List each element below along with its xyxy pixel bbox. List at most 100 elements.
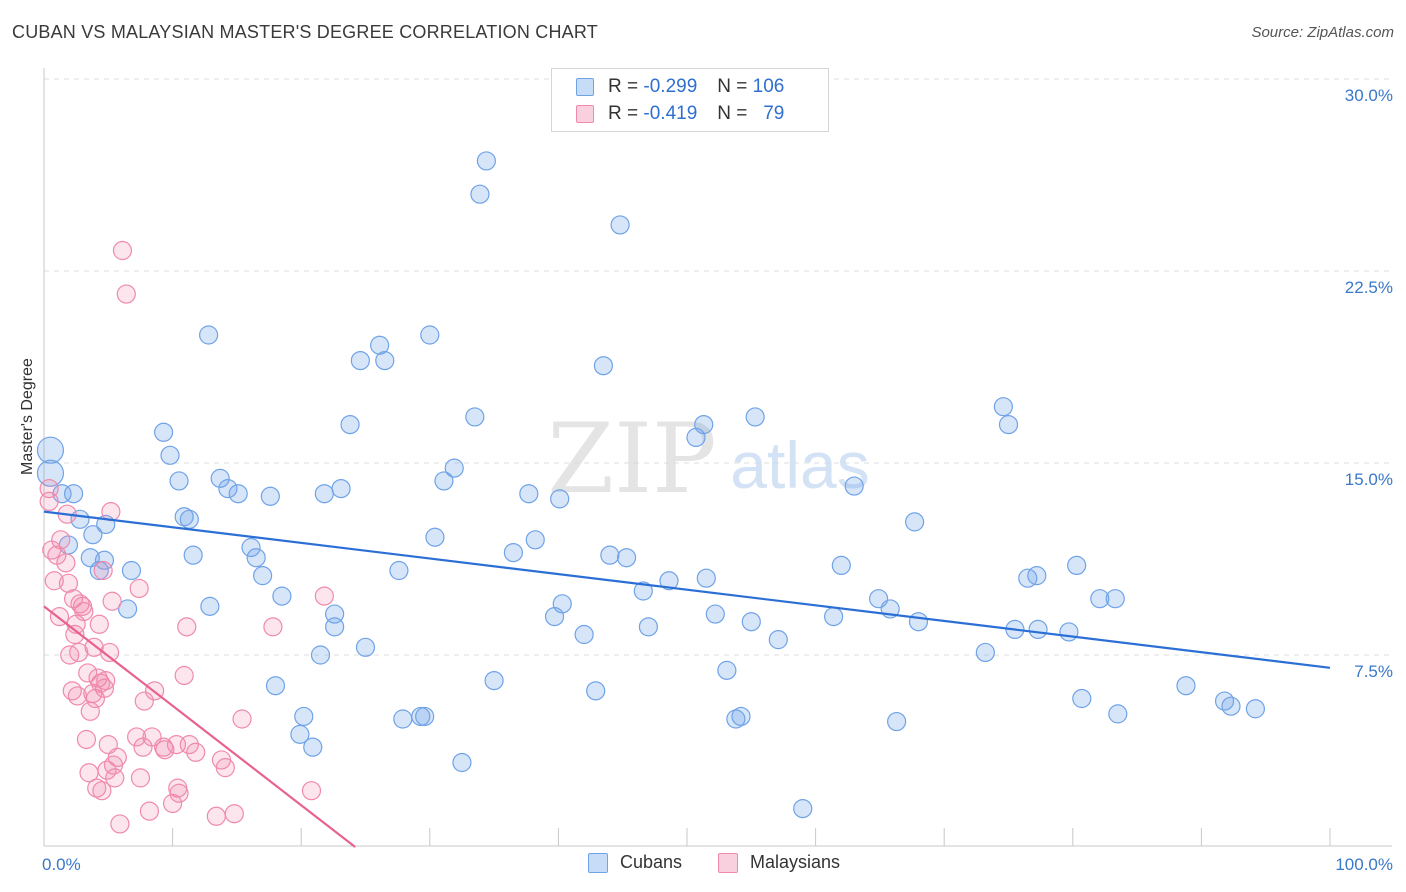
data-point [519,484,539,504]
data-point [831,555,851,576]
data-point [179,734,199,755]
data-point [824,606,844,627]
data-point [503,542,523,563]
y-tick-label: 22.5% [1345,278,1393,297]
data-point [105,768,125,788]
data-point [420,325,440,345]
data-point [340,415,360,435]
data-point [169,783,189,803]
data-point [350,351,370,371]
legend-n-value: 106 [752,76,785,97]
data-point [694,415,714,435]
data-point [696,568,716,588]
data-point [65,624,85,645]
legend: R = -0.299 N = 106 R = -0.419 N = 79 [551,68,829,132]
data-point [1245,699,1266,719]
data-point [355,637,376,657]
legend-n-value: 79 [763,103,785,124]
data-point [998,415,1019,435]
legend-n-label: N = [717,103,748,124]
data-point [253,566,273,586]
data-point [139,801,160,821]
data-point [905,512,925,532]
data-point [58,573,79,593]
data-point [434,471,454,491]
data-point [263,617,283,637]
data-point [218,479,238,499]
data-point [484,670,504,691]
data-point [726,709,746,729]
data-point [393,709,413,729]
data-point [525,530,545,550]
data-point [92,781,112,801]
data-point [56,553,76,573]
data-point [616,548,637,568]
data-point [1105,589,1125,609]
legend-r-label: R = [608,76,639,97]
y-tick-label: 30.0% [1345,86,1393,105]
data-point [174,507,194,527]
data-point [600,545,620,565]
data-point [389,560,409,581]
data-point [44,571,64,591]
series-malaysians [39,240,334,834]
data-point [1072,688,1092,709]
data-point [36,459,65,487]
data-point [241,537,261,558]
data-point [844,476,864,496]
data-point [1221,696,1241,716]
data-point [228,484,248,504]
data-point [186,742,206,762]
data-point [452,752,472,773]
data-point [74,601,94,622]
data-point [586,681,606,701]
data-point [1028,619,1048,640]
data-point [169,471,189,491]
data-point [210,468,230,488]
watermark-zip: ZIP [547,403,716,515]
data-point [88,668,108,688]
data-point [705,604,725,624]
data-point [290,724,310,744]
data-point [552,594,572,614]
data-point [130,768,151,788]
data-point [741,612,761,632]
data-point [370,335,390,355]
data-point [1059,622,1079,642]
data-point [465,407,485,427]
data-point [232,709,252,729]
data-point [633,581,653,601]
data-point [470,184,490,204]
data-point [246,548,266,568]
y-tick-label: 7.5% [1354,662,1393,681]
data-point [659,571,679,591]
data-point [200,596,220,616]
data-point [134,691,154,711]
legend-r-label: R = [608,103,639,124]
data-point [51,530,71,550]
data-point [69,642,89,663]
data-point [745,407,765,427]
data-point [153,422,174,442]
data-points [36,151,1266,834]
bottom-legend-label-cubans: Cubans [620,852,683,872]
data-point [78,663,98,683]
data-point [993,397,1013,417]
data-point [93,560,113,581]
data-point [179,509,199,529]
data-point [116,284,136,304]
data-point [62,681,82,701]
data-point [887,711,907,732]
legend-swatch-cubans [576,78,594,96]
data-point [1176,676,1196,696]
data-point [97,760,117,780]
bottom-legend-label-malaysians: Malaysians [750,852,841,872]
data-point [224,804,244,824]
chart-title: CUBAN VS MALAYSIAN MASTER'S DEGREE CORRE… [12,22,598,42]
data-point [550,489,570,509]
data-point [375,351,395,371]
data-point [177,617,197,637]
data-point [593,356,614,376]
data-point [102,591,122,611]
